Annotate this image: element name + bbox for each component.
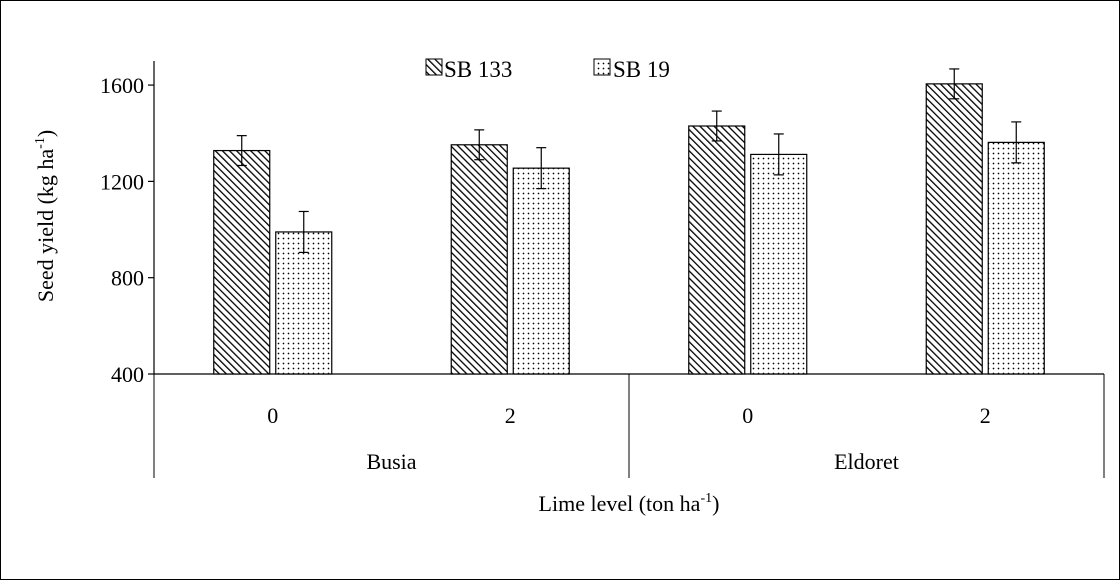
bar-sb133	[213, 149, 271, 375]
legend: SB 133 SB 19	[425, 57, 670, 82]
legend-label-sb133: SB 133	[444, 57, 512, 82]
bar-sb19	[750, 153, 808, 375]
legend-swatch-sb19	[593, 58, 611, 76]
legend-swatch-sb133	[425, 58, 443, 76]
x-tick-label: 0	[267, 403, 278, 428]
x-axis-title: Lime level (ton ha-1)	[539, 491, 720, 516]
bar-sb19	[512, 167, 570, 375]
y-tick-label: 1600	[100, 73, 144, 98]
group-label: Eldoret	[834, 449, 899, 474]
legend-label-sb19: SB 19	[613, 57, 670, 82]
y-tick-label: 1200	[100, 169, 144, 194]
bar-sb19	[275, 231, 333, 375]
bar-sb133	[925, 83, 983, 375]
y-tick-label: 800	[111, 266, 144, 291]
bar-sb133	[688, 125, 746, 375]
group-label: Busia	[366, 449, 416, 474]
bar-sb19	[987, 141, 1045, 375]
y-axis-title: Seed yield (kg ha-1)	[33, 130, 58, 302]
y-tick-label: 400	[111, 362, 144, 387]
x-tick-label: 0	[742, 403, 753, 428]
plot-area: 400 800 1200 1600 0 2 Busia 0 2 Eldoret	[100, 61, 1105, 478]
x-tick-label: 2	[505, 403, 516, 428]
bar-sb133	[450, 144, 508, 375]
x-tick-label: 2	[980, 403, 991, 428]
